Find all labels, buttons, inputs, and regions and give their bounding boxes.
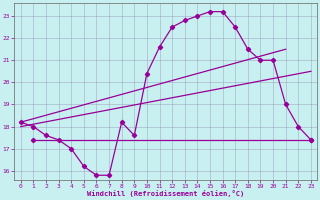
X-axis label: Windchill (Refroidissement éolien,°C): Windchill (Refroidissement éolien,°C) bbox=[87, 190, 244, 197]
